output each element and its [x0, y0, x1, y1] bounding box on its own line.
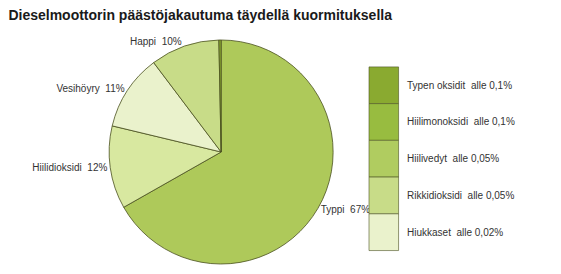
- svg-text:Rikkidioksidi alle 0,05%: Rikkidioksidi alle 0,05%: [407, 190, 514, 201]
- svg-text:Typpi 67%: Typpi 67%: [321, 204, 371, 215]
- svg-text:Hiilimonoksidi alle 0,1%: Hiilimonoksidi alle 0,1%: [407, 116, 515, 127]
- svg-text:Typen oksidit alle 0,1%: Typen oksidit alle 0,1%: [407, 80, 512, 91]
- svg-text:Hiukkaset alle 0,02%: Hiukkaset alle 0,02%: [407, 227, 503, 238]
- svg-text:Hiilidioksidi 12%: Hiilidioksidi 12%: [32, 162, 107, 173]
- svg-text:Dieselmoottorin päästöjakautum: Dieselmoottorin päästöjakautuma täydellä…: [8, 7, 392, 23]
- svg-text:Happi 10%: Happi 10%: [130, 36, 182, 47]
- svg-text:Vesihöyry 11%: Vesihöyry 11%: [56, 83, 124, 94]
- svg-text:Hiilivedyt alle 0,05%: Hiilivedyt alle 0,05%: [407, 153, 499, 164]
